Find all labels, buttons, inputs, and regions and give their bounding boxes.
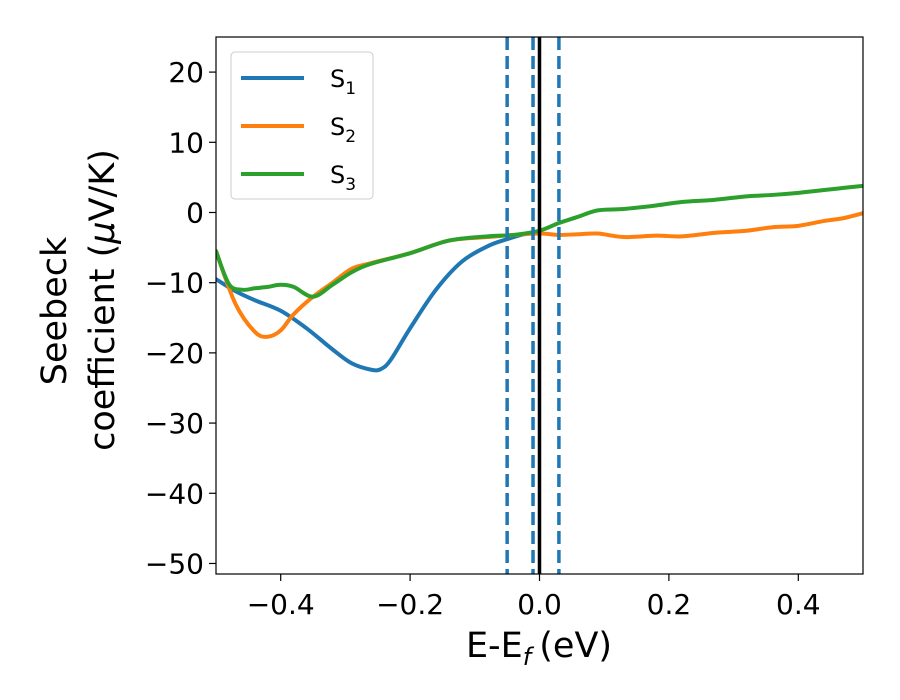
y-tick-label: −50 — [145, 547, 204, 580]
x-tick-label: −0.4 — [247, 588, 315, 621]
y-axis-label-line1: Seebeck — [35, 236, 75, 385]
series-line-s3 — [216, 183, 863, 299]
series-line-s1 — [216, 230, 542, 373]
y-tick-label: 10 — [168, 126, 204, 159]
legend-label-s3: S3 — [330, 161, 356, 195]
legend-label-s2: S2 — [330, 113, 356, 147]
y-axis-label: Seebeck coefficient (μV/K) — [35, 149, 123, 451]
x-tick-label: 0.2 — [647, 588, 692, 621]
plot-area — [216, 37, 863, 574]
legend-label-s1: S1 — [330, 65, 356, 99]
y-tick-label: −30 — [145, 407, 204, 440]
y-tick-label: −10 — [145, 267, 204, 300]
x-tick-label: 0.4 — [776, 588, 821, 621]
y-tick-label: 20 — [168, 56, 204, 89]
x-axis: −0.4 −0.2 0.0 0.2 0.4 — [247, 574, 821, 621]
y-tick-label: −40 — [145, 477, 204, 510]
y-tick-label: 0 — [186, 196, 204, 229]
y-tick-label: −20 — [145, 337, 204, 370]
x-tick-label: −0.2 — [376, 588, 444, 621]
y-axis: 20 10 0 −10 −20 −30 −40 −50 — [145, 56, 216, 580]
legend: S1 S2 S3 — [230, 51, 374, 200]
y-axis-label-line2: coefficient (μV/K) — [83, 149, 123, 451]
x-axis-label: E-Ef (eV) — [466, 626, 612, 671]
x-tick-label: 0.0 — [517, 588, 562, 621]
